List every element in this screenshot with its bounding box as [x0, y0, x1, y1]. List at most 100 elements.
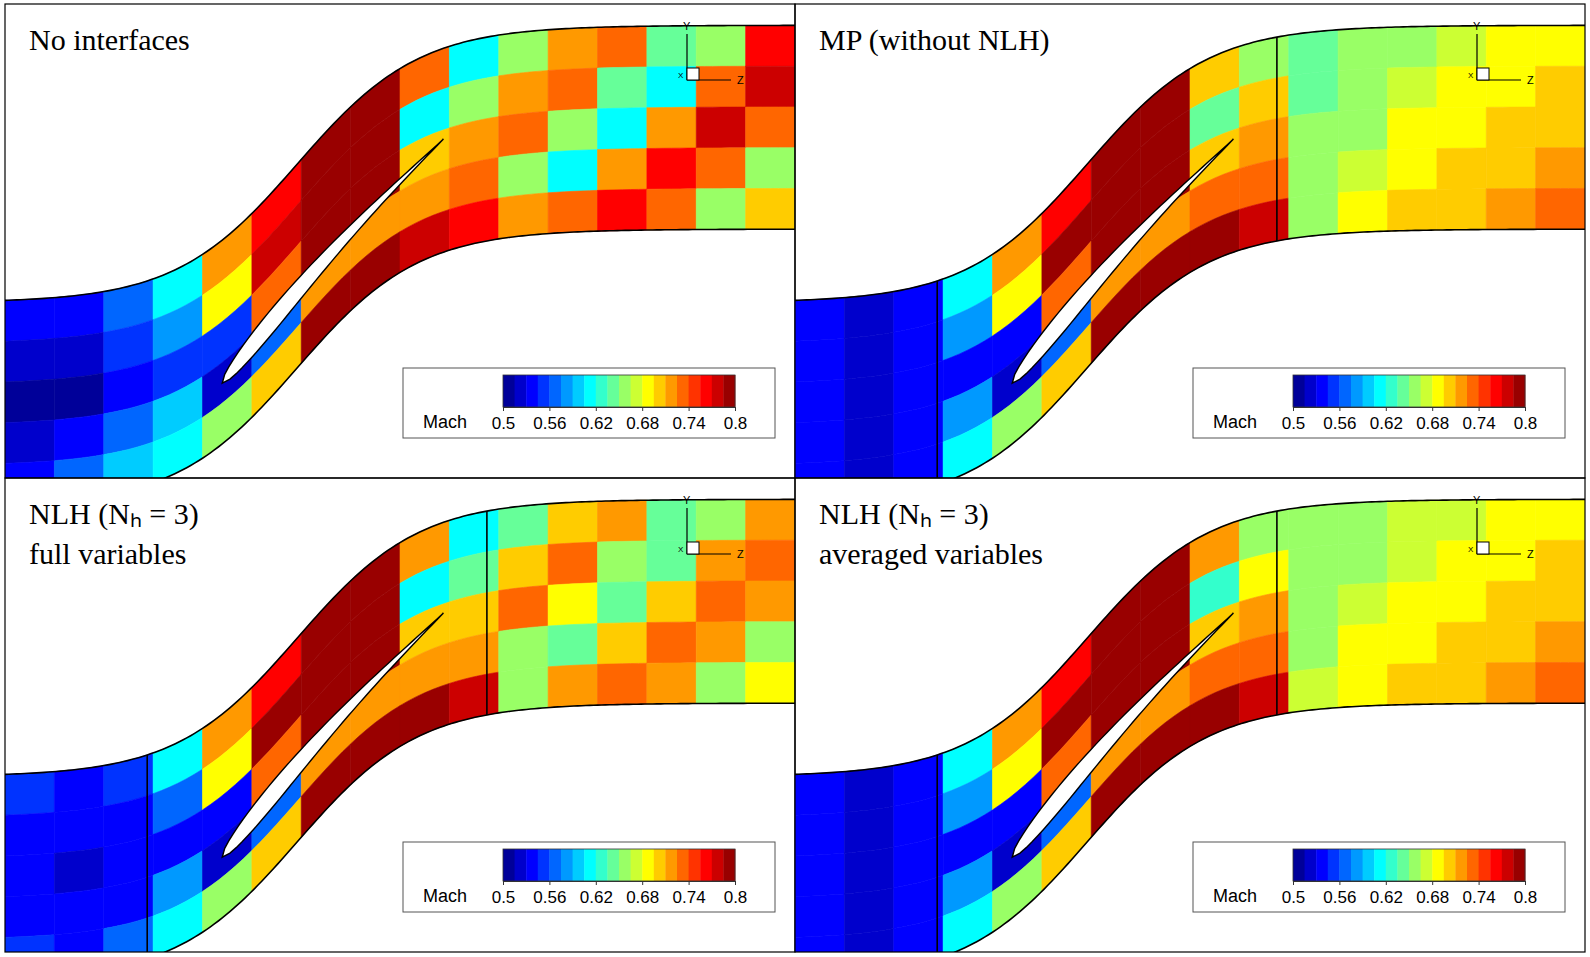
- colorbar-band: [503, 375, 515, 407]
- mach-cell: [54, 332, 103, 379]
- mach-cell: [1388, 189, 1437, 231]
- mach-cell: [1338, 150, 1387, 193]
- upper-wall: [795, 499, 1585, 774]
- mach-cell: [1486, 26, 1535, 67]
- colorbar-band: [631, 375, 643, 407]
- mach-cell: [647, 581, 696, 622]
- colorbar-tick-label: 0.8: [724, 888, 748, 907]
- mach-cell: [1338, 583, 1387, 626]
- mach-cell: [696, 189, 745, 230]
- colorbar-band: [549, 849, 561, 881]
- mach-cell: [647, 148, 696, 189]
- colorbar-tick: 0.74: [1463, 407, 1496, 433]
- colorbar-band: [665, 375, 677, 407]
- mach-cell: [746, 622, 795, 663]
- mach-cell: [5, 772, 54, 816]
- mach-cell: [499, 626, 548, 672]
- mach-cell: [795, 894, 844, 938]
- mach-cell: [1338, 109, 1387, 152]
- mach-cell: [795, 379, 844, 423]
- triad-label: Z: [1527, 74, 1534, 86]
- mach-cell: [1437, 622, 1486, 663]
- mach-cell: [400, 683, 449, 746]
- mach-cell: [203, 377, 252, 459]
- mach-cell: [844, 414, 893, 461]
- mach-cell: [993, 851, 1042, 933]
- mach-cell: [1190, 683, 1239, 746]
- mach-cell: [844, 888, 893, 935]
- colorbar-tick: 0.68: [1416, 881, 1449, 907]
- triad-origin: [687, 68, 699, 80]
- colorbar-band: [1316, 375, 1328, 407]
- colorbar-band: [1455, 375, 1467, 407]
- lower-wall: [795, 703, 1585, 952]
- triad-label: Y: [1473, 494, 1481, 506]
- mach-cell: [1388, 663, 1437, 705]
- mach-cell: [153, 417, 202, 478]
- colorbar-band: [642, 849, 654, 881]
- colorbar-band: [584, 849, 596, 881]
- panel-title: NLH (Nₕ = 3): [29, 497, 199, 531]
- mach-cell: [5, 894, 54, 938]
- mach-cell: [598, 541, 647, 583]
- colorbar-tick-label: 0.68: [626, 888, 659, 907]
- figure: No interfacesYZXMach0.50.560.620.680.740…: [0, 0, 1590, 957]
- colorbar-axis-line: [1294, 408, 1526, 412]
- mach-cell: [54, 414, 103, 461]
- colorbar-box: [1193, 842, 1565, 912]
- mach-cell: [548, 624, 597, 667]
- panel-title: No interfaces: [29, 23, 190, 56]
- mach-cell: [1289, 667, 1338, 713]
- colorbar-band: [561, 849, 573, 881]
- upper-wall: [5, 25, 795, 300]
- colorbar-band: [665, 849, 677, 881]
- colorbar-tick-mark: [735, 407, 736, 411]
- blade: [1012, 613, 1233, 857]
- mach-cell: [1486, 663, 1535, 704]
- triad-origin: [1477, 542, 1489, 554]
- panel-subtitle: averaged variables: [819, 537, 1043, 570]
- colorbar-tick-mark: [1525, 881, 1526, 885]
- colorbar-band: [619, 375, 631, 407]
- colorbar-tick-mark: [689, 881, 690, 885]
- mach-cell: [1289, 504, 1338, 550]
- mach-cell: [449, 672, 498, 724]
- mach-cell: [1388, 582, 1437, 624]
- colorbar-frame: [503, 849, 735, 881]
- colorbar-label: Mach: [423, 886, 467, 906]
- mach-cell: [1338, 624, 1387, 667]
- axis-triad: YZX: [1468, 494, 1534, 560]
- colorbar-tick: 0.8: [1514, 407, 1538, 433]
- colorbar-band: [607, 375, 619, 407]
- colorbar-band: [1386, 375, 1398, 407]
- mach-cell: [548, 68, 597, 111]
- colorbar-box: [1193, 368, 1565, 438]
- panel-title: MP (without NLH): [819, 23, 1050, 57]
- mach-cell: [548, 109, 597, 152]
- colorbar-tick-label: 0.74: [1463, 888, 1496, 907]
- mach-cell: [548, 664, 597, 707]
- axis-triad: YZX: [678, 20, 744, 86]
- colorbar-tick-label: 0.8: [1514, 414, 1538, 433]
- walls: [5, 499, 795, 952]
- mach-cell: [993, 377, 1042, 459]
- mach-cell: [696, 663, 745, 704]
- mach-cell: [499, 152, 548, 198]
- mach-cell: [54, 292, 103, 339]
- mach-cell: [5, 812, 54, 856]
- mach-cell: [844, 847, 893, 894]
- colorbar-tick: 0.5: [492, 407, 516, 433]
- mach-cell: [1486, 189, 1535, 230]
- colorbar-band: [723, 375, 735, 407]
- mach-cell: [598, 623, 647, 665]
- mach-cell: [54, 806, 103, 853]
- triad-label: Z: [1527, 548, 1534, 560]
- colorbar-tick-label: 0.62: [1370, 888, 1403, 907]
- mach-cell: [5, 379, 54, 423]
- colorbar-tick-mark: [596, 407, 597, 411]
- mach-cell: [1338, 664, 1387, 707]
- mach-cell: [54, 888, 103, 935]
- mach-cell: [548, 542, 597, 585]
- walls: [795, 499, 1585, 952]
- lower-wall: [795, 229, 1585, 478]
